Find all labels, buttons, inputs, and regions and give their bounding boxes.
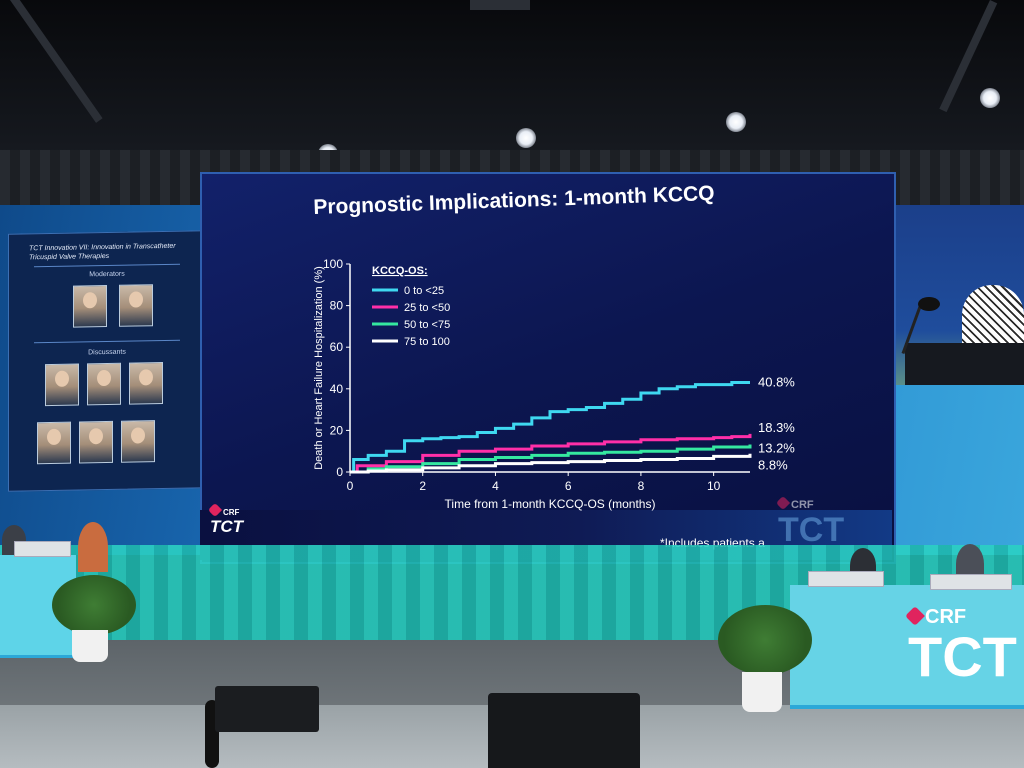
y-tick-label: 40 (330, 382, 344, 396)
x-tick-label: 8 (638, 479, 645, 493)
series-line-3 (350, 453, 752, 474)
stage-spotlight-5 (980, 88, 1000, 108)
x-axis-label: Time from 1-month KCCQ-OS (months) (445, 497, 656, 511)
y-tick-label: 20 (330, 423, 344, 437)
km-chart: 0 20 40 60 80 100 0 2 4 6 8 10 Time from 1-month KCC… (313, 257, 795, 511)
desk-sign-logo: CRF TCT (905, 606, 1017, 688)
plant-left (52, 575, 136, 635)
y-tick-label: 80 (330, 299, 344, 313)
x-tick-label: 6 (565, 479, 572, 493)
y-tick-label: 100 (323, 257, 343, 271)
legend-label: 0 to <25 (404, 285, 444, 297)
x-tick-label: 0 (347, 479, 354, 493)
series-end-label: 18.3% (758, 420, 795, 435)
y-tick-label: 0 (336, 465, 343, 479)
planter-right (742, 672, 782, 712)
confidence-monitor (488, 693, 640, 768)
heart-icon (207, 502, 223, 518)
desk-sign-event: TCT (908, 625, 1017, 688)
x-tick-label: 4 (492, 479, 499, 493)
stage-spotlight-3 (516, 128, 536, 148)
series-end-label: 8.8% (758, 458, 788, 473)
legend-label: 75 to 100 (404, 336, 450, 348)
laptop (808, 571, 884, 587)
watermark-crf-text: CRF (791, 499, 814, 511)
laptop (930, 574, 1012, 590)
series-line-0 (350, 381, 750, 474)
slide-logo: CRF TCT (207, 502, 244, 537)
discussant-photo-1 (45, 363, 79, 407)
watermark-tct-text: TCT (778, 511, 845, 549)
moderator-photo-1 (73, 285, 107, 328)
series-end-label: 40.8% (758, 375, 795, 390)
slide-watermark-logo: CRF TCT (775, 495, 845, 550)
divider (34, 339, 180, 344)
discussant-photo-3 (129, 362, 163, 405)
desk-sign-brand: CRF (925, 606, 967, 628)
series-line-1 (350, 433, 752, 474)
logo-tct-text: TCT (210, 517, 244, 536)
x-tick-label: 10 (707, 479, 721, 493)
panelist-left-2 (78, 522, 108, 572)
heart-icon (775, 495, 791, 511)
panel-desk-right (790, 585, 1024, 709)
heart-icon (905, 606, 925, 626)
discussant-photo-5 (79, 420, 113, 464)
discussant-photo-2 (87, 362, 121, 406)
stage-spotlight-4 (726, 112, 746, 132)
session-title: TCT Innovation VII: Innovation in Transc… (29, 242, 176, 262)
discussant-photo-6 (121, 420, 155, 463)
session-info-panel: TCT Innovation VII: Innovation in Transc… (8, 230, 206, 492)
laptop (14, 541, 71, 557)
lighting-truss-center (470, 0, 530, 10)
discussant-photo-4 (37, 421, 71, 465)
x-tick-label: 2 (419, 479, 426, 493)
logo-crf-text: CRF (223, 508, 240, 517)
planter-left (72, 630, 108, 662)
legend-label: 25 to <50 (404, 302, 450, 314)
discussants-heading: Discussants (88, 348, 126, 357)
moderator-photo-2 (119, 284, 153, 327)
microphone-icon (918, 297, 940, 311)
series-line-2 (350, 444, 752, 474)
stage-projector (215, 686, 319, 732)
podium (905, 343, 1024, 385)
moderators-heading: Moderators (89, 270, 125, 279)
y-axis-label: Death or Heart Failure Hospitalization (… (313, 266, 325, 470)
divider (34, 263, 180, 268)
plant-right (718, 605, 812, 675)
series-end-label: 13.2% (758, 441, 795, 456)
y-tick-label: 60 (330, 340, 344, 354)
legend-label: 50 to <75 (404, 319, 450, 331)
legend-title: KCCQ-OS: (372, 265, 428, 277)
